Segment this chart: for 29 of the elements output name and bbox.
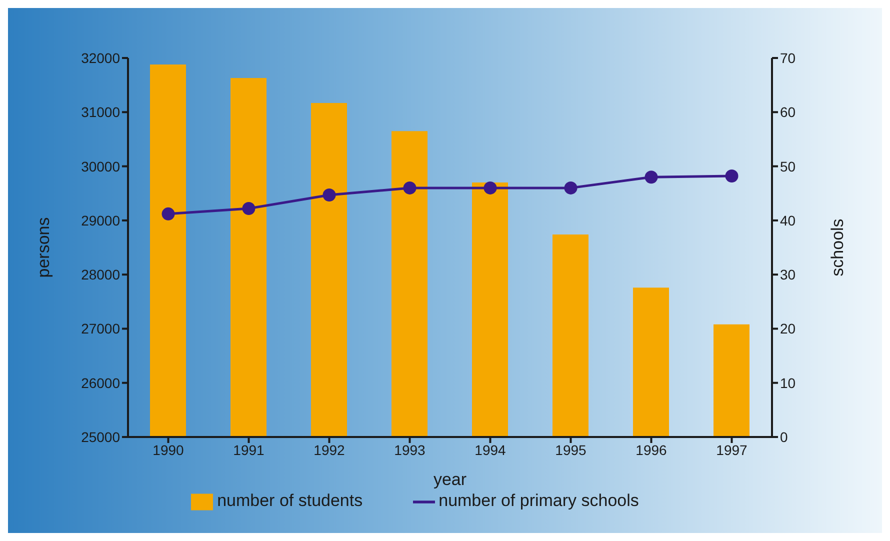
x-tick-label: 1995	[555, 442, 587, 458]
y-tick-label: 32000	[81, 50, 120, 66]
y-tick-label: 29000	[81, 212, 120, 228]
y2-tick-label: 30	[780, 266, 796, 283]
x-tick-label: 1990	[152, 442, 184, 458]
y2-tick-label: 50	[780, 158, 796, 174]
y-tick-label: 25000	[81, 428, 120, 445]
y-tick-label: 27000	[81, 320, 120, 337]
legend-label: number of primary schools	[438, 491, 639, 510]
y-tick-label: 28000	[81, 266, 120, 283]
x-tick-label: 1997	[716, 442, 748, 458]
y2-tick-label: 40	[780, 212, 796, 228]
x-tick-label: 1992	[314, 442, 346, 458]
y2-tick-label: 0	[780, 428, 788, 445]
y2-tick-label: 70	[780, 50, 796, 66]
y2-tick-label: 60	[780, 104, 796, 120]
y-tick-label: 31000	[81, 104, 120, 120]
y-axis-title: persons	[34, 217, 54, 278]
x-tick-label: 1994	[474, 442, 506, 458]
y2-axis-title: schools	[828, 218, 848, 276]
x-tick-label: 1991	[233, 442, 265, 458]
y-tick-label: 30000	[81, 158, 120, 174]
x-axis-title: year	[433, 470, 467, 489]
y-tick-label: 26000	[81, 374, 120, 391]
x-tick-label: 1993	[394, 442, 426, 458]
x-tick-label: 1996	[636, 442, 668, 458]
y2-tick-label: 10	[780, 374, 796, 391]
y2-tick-label: 20	[780, 320, 796, 337]
legend-label: number of students	[217, 491, 363, 510]
